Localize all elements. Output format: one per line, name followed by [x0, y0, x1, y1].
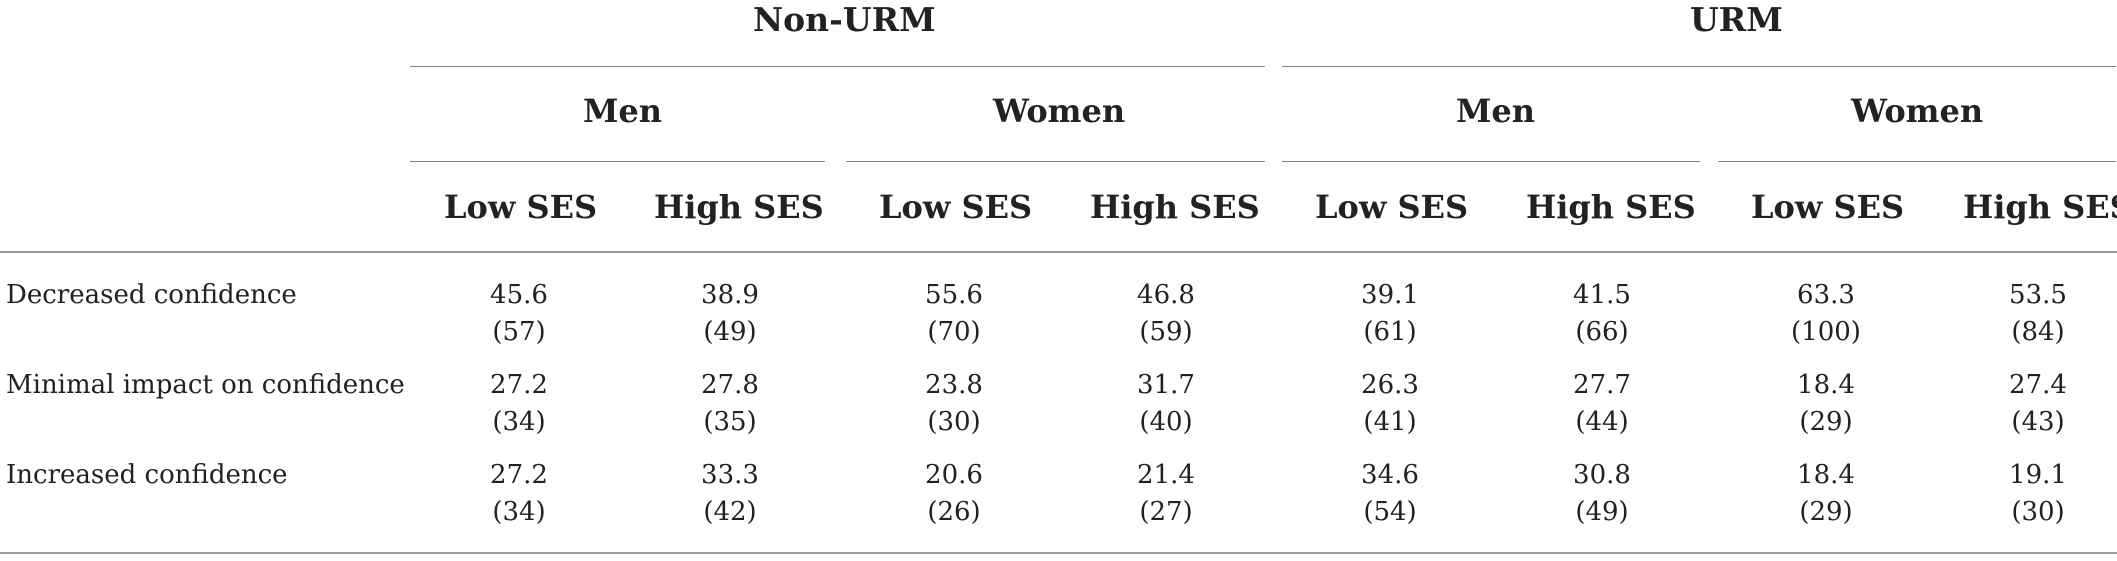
- cell-count: (41): [1363, 407, 1417, 437]
- group-rule-urm: [1282, 66, 2116, 67]
- group-header-urm: URM: [1690, 0, 1783, 39]
- cell-percent: 27.4: [2009, 370, 2067, 400]
- row-label: Decreased confidence: [6, 280, 297, 310]
- gender-rule-2: [846, 161, 1265, 162]
- ses-header: High SES: [1963, 188, 2117, 226]
- cell-percent: 18.4: [1797, 460, 1855, 490]
- cell-percent: 18.4: [1797, 370, 1855, 400]
- cell-count: (35): [703, 407, 757, 437]
- cell-percent: 27.8: [701, 370, 759, 400]
- ses-header: High SES: [1090, 188, 1260, 226]
- ses-header: High SES: [654, 188, 824, 226]
- cell-percent: 27.2: [490, 460, 548, 490]
- ses-header: Low SES: [1315, 188, 1469, 226]
- cell-percent: 20.6: [925, 460, 983, 490]
- ses-header: Low SES: [444, 188, 598, 226]
- cell-count: (66): [1575, 317, 1629, 347]
- cell-percent: 63.3: [1797, 280, 1855, 310]
- cell-percent: 27.7: [1573, 370, 1631, 400]
- gender-rule-1: [410, 161, 825, 162]
- cell-count: (43): [2011, 407, 2065, 437]
- cell-count: (61): [1363, 317, 1417, 347]
- cell-percent: 55.6: [925, 280, 983, 310]
- cell-count: (30): [2011, 497, 2065, 527]
- gender-header-non-urm-men: Men: [583, 92, 663, 130]
- cell-count: (26): [927, 497, 981, 527]
- cell-count: (30): [927, 407, 981, 437]
- header-bottom-rule: [0, 251, 2117, 253]
- row-label: Minimal impact on confidence: [6, 370, 405, 400]
- cell-count: (59): [1139, 317, 1193, 347]
- cell-count: (34): [492, 497, 546, 527]
- cell-count: (70): [927, 317, 981, 347]
- cell-percent: 39.1: [1361, 280, 1419, 310]
- gender-header-urm-men: Men: [1456, 92, 1536, 130]
- gender-rule-4: [1718, 161, 2116, 162]
- gender-rule-3: [1282, 161, 1700, 162]
- gender-header-urm-women: Women: [1851, 92, 1984, 130]
- cell-count: (27): [1139, 497, 1193, 527]
- cell-count: (84): [2011, 317, 2065, 347]
- cell-count: (34): [492, 407, 546, 437]
- cell-percent: 33.3: [701, 460, 759, 490]
- cell-count: (49): [1575, 497, 1629, 527]
- cell-count: (29): [1799, 407, 1853, 437]
- cell-percent: 31.7: [1137, 370, 1195, 400]
- cell-percent: 23.8: [925, 370, 983, 400]
- cell-count: (57): [492, 317, 546, 347]
- cell-count: (42): [703, 497, 757, 527]
- ses-header: High SES: [1526, 188, 1696, 226]
- cell-count: (29): [1799, 497, 1853, 527]
- cell-percent: 46.8: [1137, 280, 1195, 310]
- cell-percent: 26.3: [1361, 370, 1419, 400]
- cell-percent: 41.5: [1573, 280, 1631, 310]
- cell-percent: 19.1: [2009, 460, 2067, 490]
- cell-percent: 45.6: [490, 280, 548, 310]
- cell-count: (40): [1139, 407, 1193, 437]
- table-bottom-rule: [0, 552, 2117, 554]
- cell-percent: 30.8: [1573, 460, 1631, 490]
- ses-header: Low SES: [1751, 188, 1905, 226]
- cell-percent: 53.5: [2009, 280, 2067, 310]
- row-label: Increased confidence: [6, 460, 288, 490]
- cell-percent: 34.6: [1361, 460, 1419, 490]
- cell-percent: 27.2: [490, 370, 548, 400]
- cell-percent: 38.9: [701, 280, 759, 310]
- cell-count: (100): [1791, 317, 1861, 347]
- group-header-non-urm: Non-URM: [753, 0, 936, 39]
- group-rule-non-urm: [410, 66, 1265, 67]
- ses-header: Low SES: [879, 188, 1033, 226]
- cell-count: (54): [1363, 497, 1417, 527]
- cell-count: (44): [1575, 407, 1629, 437]
- cell-count: (49): [703, 317, 757, 347]
- cell-percent: 21.4: [1137, 460, 1195, 490]
- gender-header-non-urm-women: Women: [993, 92, 1126, 130]
